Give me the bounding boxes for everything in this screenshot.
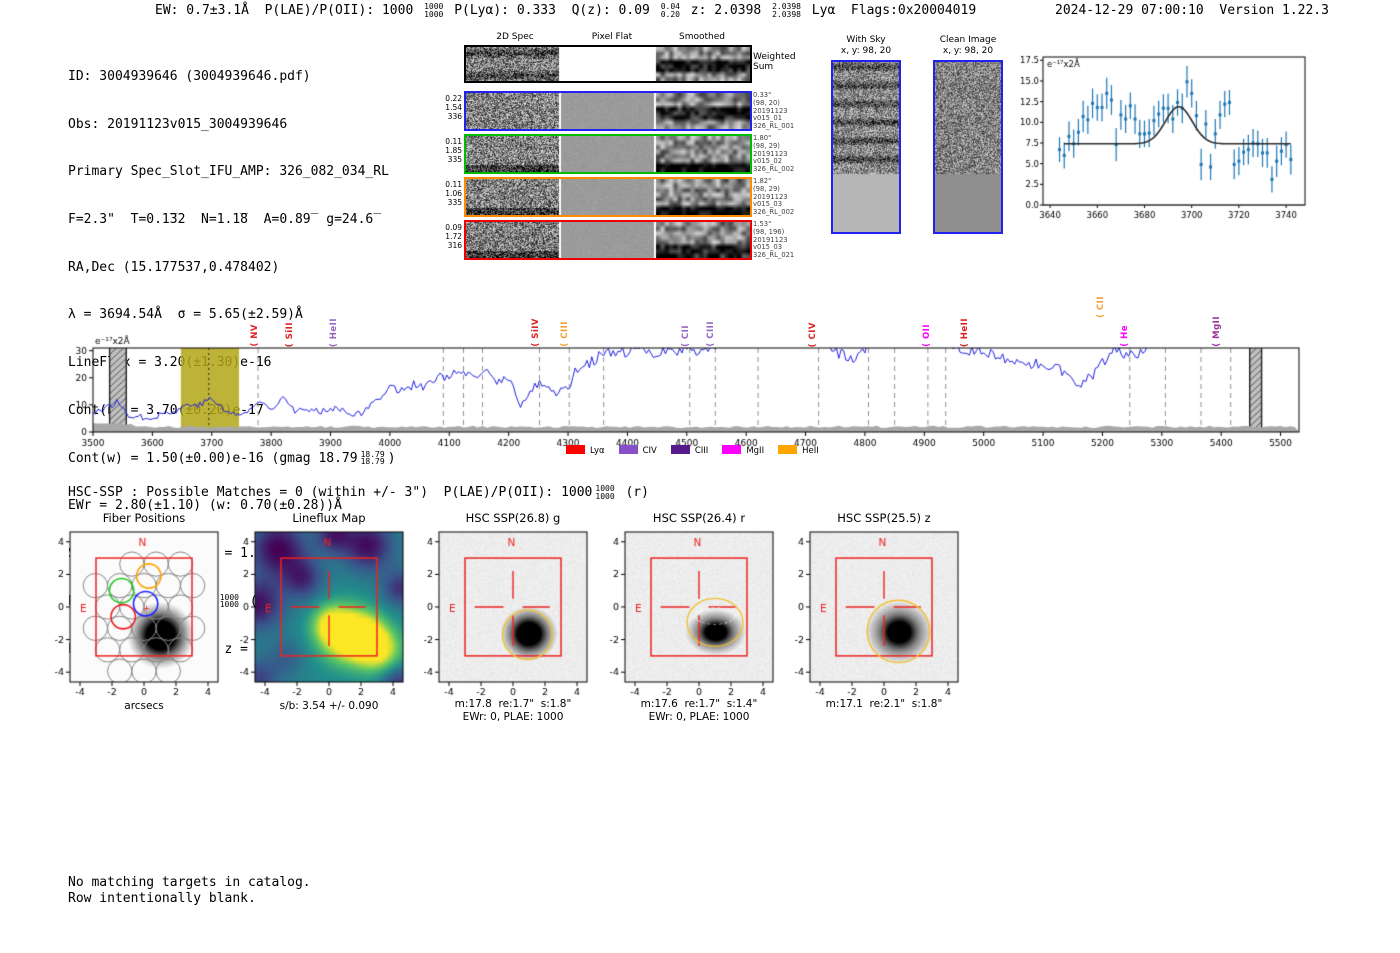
hsc-g-cutout — [409, 524, 594, 696]
legend-label: CIII — [694, 446, 709, 456]
info-radec: RA,Dec (15.177537,0.478402) — [68, 259, 280, 275]
with-sky-title: With Sky — [846, 35, 886, 45]
clean-image-coords: x, y: 98, 20 — [942, 46, 994, 56]
legend-item-lyα: Lyα — [566, 445, 605, 456]
header-ew-plae: EW: 0.7±3.1Å P(LAE)/P(OII): 1000 — [155, 3, 422, 19]
full-spectrum-plot — [55, 333, 1315, 458]
header-qz-frac: 0.04 0.20 — [660, 2, 680, 19]
hsc-g-mag-caption: m:17.8 re:1.7" s:1.8" — [454, 698, 572, 710]
info-seeing: F=2.3" T=0.1̅32 N=1.1̅8 A=0.89̅ g=24.6̅ — [68, 211, 374, 227]
legend-item-heii: HeII — [778, 445, 819, 456]
legend-swatch — [566, 445, 585, 454]
hsc-plae-frac: 1000 1000 — [595, 484, 615, 501]
fiber4-label: 1.53" (98, 196) 20191123 v015_03 326_RL_021 — [753, 220, 795, 260]
legend-label: Lyα — [590, 446, 605, 456]
col-header-2dspec: 2D Spec — [496, 32, 534, 42]
fiber4-weights: 0.09 1.72 316 — [445, 223, 462, 250]
cutout-row-fiber2 — [464, 134, 752, 174]
hsc-z-cutout — [780, 524, 965, 696]
hsc-ssp-match-line: HSC-SSP : Possible Matches = 0 (within +… — [68, 485, 649, 501]
info-primary-spec: Primary Spec_Slot_IFU_AMP: 326_082_034_R… — [68, 164, 389, 180]
cutout-row-fiber3 — [464, 177, 752, 217]
legend-label: CIV — [642, 446, 657, 456]
fiber1-label: 0.33" (98, 20) 20191123 v015_01 326_RL_001 — [753, 91, 795, 131]
clean-image — [935, 62, 1001, 232]
header-flags: Lyα Flags:0x20004019 — [803, 3, 977, 19]
hsc-r-title: HSC SSP(26.4) r — [652, 511, 746, 525]
header-z-frac: 2.0398 2.0398 — [772, 2, 801, 19]
header-plae-frac: 1000 1000 — [424, 2, 444, 19]
info-obs: Obs: 20191123v015_3004939646 — [68, 116, 288, 132]
cutout-fiber3-image — [466, 179, 750, 215]
header-z: z: 2.0398 — [682, 3, 770, 19]
header-datetime-version: 2024-12-29 07:00:10 Version 1.22.3 — [1055, 3, 1329, 19]
info-id: ID: 3004939646 (3004939646.pdf) — [68, 68, 311, 84]
hsc-r-cutout — [595, 524, 780, 696]
legend-swatch — [670, 445, 690, 454]
header-summary: EW: 0.7±3.1Å P(LAE)/P(OII): 1000 1000 100… — [155, 3, 976, 19]
legend-item-ciii: CIII — [670, 445, 709, 456]
cutout-row-weighted-sum — [464, 45, 752, 83]
legend-swatch — [778, 445, 798, 454]
hsc-z-mag-caption: m:17.1 re:2.1" s:1.8" — [825, 698, 943, 710]
legend-label: HeII — [802, 446, 819, 456]
lineflux-map-plot — [225, 524, 410, 696]
hsc-g-plae-caption: EWr: 0, PLAE: 1000 — [462, 711, 564, 723]
header-version: Version 1.22.3 — [1219, 3, 1329, 18]
legend-label: MgII — [746, 446, 765, 456]
legend-item-civ: CIV — [618, 445, 657, 456]
info-cont-w-close: ) — [387, 450, 396, 466]
clean-image-frame — [933, 60, 1003, 234]
fiber-xlabel: arcsecs — [124, 700, 164, 712]
fiber-positions-plot — [40, 524, 225, 696]
weighted-sum-label: Weighted Sum — [753, 52, 796, 72]
fiber3-label: 1.82" (98, 29) 20191123 v015_03 326_RL_002 — [753, 177, 795, 217]
cutout-row-fiber4 — [464, 220, 752, 260]
clean-image-title: Clean Image — [939, 35, 997, 45]
header-plya-qz: P(Lyα): 0.333 Q(z): 0.09 — [446, 3, 658, 19]
spectrum-legend: Lyα CIV CIII MgII HeII — [566, 445, 819, 456]
line-fit-zoom-plot — [1005, 45, 1345, 235]
hsc-z-title: HSC SSP(25.5) z — [837, 511, 931, 525]
col-header-smoothed: Smoothed — [679, 32, 725, 42]
fiber2-label: 1.80" (98, 29) 20191123 v015_02 326_RL_002 — [753, 134, 795, 174]
info-lambda-sigma: λ = 3694.54Å σ = 5.65(±2.59)Å — [68, 307, 303, 323]
hsc-r-plae-caption: EWr: 0, PLAE: 1000 — [648, 711, 750, 723]
legend-swatch — [722, 445, 742, 454]
lineflux-map-title: Lineflux Map — [292, 511, 366, 525]
fiber1-weights: 0.22 1.54 336 — [445, 94, 462, 121]
cutout-fiber2-image — [466, 136, 750, 172]
hsc-ssp-band: (r) — [617, 485, 649, 501]
fiber-positions-title: Fiber Positions — [102, 511, 186, 525]
cutout-weighted-sum-image — [466, 47, 750, 81]
legend-item-mgii: MgII — [722, 445, 764, 456]
cutout-fiber4-image — [466, 222, 750, 258]
with-sky-image-frame — [831, 60, 901, 234]
col-header-pixelflat: Pixel Flat — [591, 32, 633, 42]
footer-no-match: No matching targets in catalog. — [68, 875, 311, 890]
with-sky-image — [833, 62, 899, 232]
lineflux-sb-caption: s/b: 3.54 +/- 0.090 — [279, 700, 379, 712]
fiber3-weights: 0.11 1.06 335 — [445, 180, 462, 207]
hsc-g-title: HSC SSP(26.8) g — [465, 511, 561, 525]
header-gap — [1204, 3, 1220, 18]
info-ewr: EWr = 2.80(±1.10) (w: 0.70(±0.28))Å — [68, 498, 342, 514]
header-datetime: 2024-12-29 07:00:10 — [1055, 3, 1204, 18]
legend-swatch — [618, 445, 638, 454]
fiber2-weights: 0.11 1.85 335 — [445, 137, 462, 164]
hsc-r-mag-caption: m:17.6 re:1.7" s:1.4" — [640, 698, 758, 710]
cutout-fiber1-image — [466, 93, 750, 129]
footer-blank-row: Row intentionally blank. — [68, 891, 256, 906]
with-sky-coords: x, y: 98, 20 — [840, 46, 892, 56]
emission-line-text: ( CII — [1096, 296, 1107, 318]
hsc-ssp-text: HSC-SSP : Possible Matches = 0 (within +… — [68, 485, 593, 501]
cutout-row-fiber1 — [464, 91, 752, 131]
